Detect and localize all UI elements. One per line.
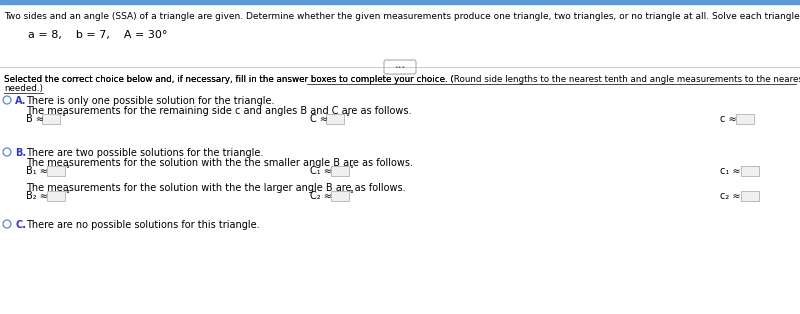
FancyBboxPatch shape (384, 60, 416, 74)
Text: C₁ ≈: C₁ ≈ (310, 166, 335, 176)
FancyBboxPatch shape (42, 114, 61, 124)
Text: There are two possible solutions for the triangle.: There are two possible solutions for the… (26, 148, 263, 158)
Text: There are no possible solutions for this triangle.: There are no possible solutions for this… (26, 220, 260, 230)
FancyBboxPatch shape (736, 114, 754, 124)
FancyBboxPatch shape (326, 114, 344, 124)
Text: There is only one possible solution for the triangle.: There is only one possible solution for … (26, 96, 274, 106)
FancyBboxPatch shape (46, 191, 65, 201)
Text: °: ° (66, 191, 70, 199)
Text: •••: ••• (394, 64, 406, 69)
Text: c₂ ≈: c₂ ≈ (720, 191, 744, 201)
FancyBboxPatch shape (741, 166, 758, 176)
Text: C.: C. (15, 220, 26, 230)
Text: c ≈: c ≈ (720, 114, 740, 124)
Text: Selected the correct choice below and, if necessary, fill in the answer boxes to: Selected the correct choice below and, i… (4, 75, 800, 84)
Text: Selected the correct choice below and, if necessary, fill in the answer boxes to: Selected the correct choice below and, i… (4, 75, 454, 84)
FancyBboxPatch shape (741, 191, 758, 201)
Text: The measurements for the remaining side c and angles B and C are as follows.: The measurements for the remaining side … (26, 106, 411, 116)
Text: The measurements for the solution with the the larger angle B are as follows.: The measurements for the solution with t… (26, 183, 406, 193)
Text: B₂ ≈: B₂ ≈ (26, 191, 51, 201)
Text: B ≈: B ≈ (26, 114, 47, 124)
Text: °: ° (350, 165, 354, 175)
Text: °: ° (346, 113, 350, 122)
FancyBboxPatch shape (330, 191, 349, 201)
Bar (0, 0, 800, 3)
Text: C₂ ≈: C₂ ≈ (310, 191, 335, 201)
Text: B.: B. (15, 148, 26, 158)
Text: C ≈: C ≈ (310, 114, 331, 124)
Text: °: ° (62, 113, 66, 122)
Text: c₁ ≈: c₁ ≈ (720, 166, 744, 176)
FancyBboxPatch shape (46, 166, 65, 176)
Text: °: ° (66, 165, 70, 175)
Text: The measurements for the solution with the the smaller angle B are as follows.: The measurements for the solution with t… (26, 158, 413, 168)
Text: needed.): needed.) (4, 84, 43, 93)
Text: B₁ ≈: B₁ ≈ (26, 166, 51, 176)
Text: A.: A. (15, 96, 26, 106)
Text: °: ° (350, 191, 354, 199)
FancyBboxPatch shape (330, 166, 349, 176)
Text: Two sides and an angle (SSA) of a triangle are given. Determine whether the give: Two sides and an angle (SSA) of a triang… (4, 12, 800, 21)
Text: a = 8,    b = 7,    A = 30°: a = 8, b = 7, A = 30° (28, 30, 167, 40)
Text: Selected the correct choice below and, if necessary, fill in the answer boxes to: Selected the correct choice below and, i… (4, 75, 800, 84)
